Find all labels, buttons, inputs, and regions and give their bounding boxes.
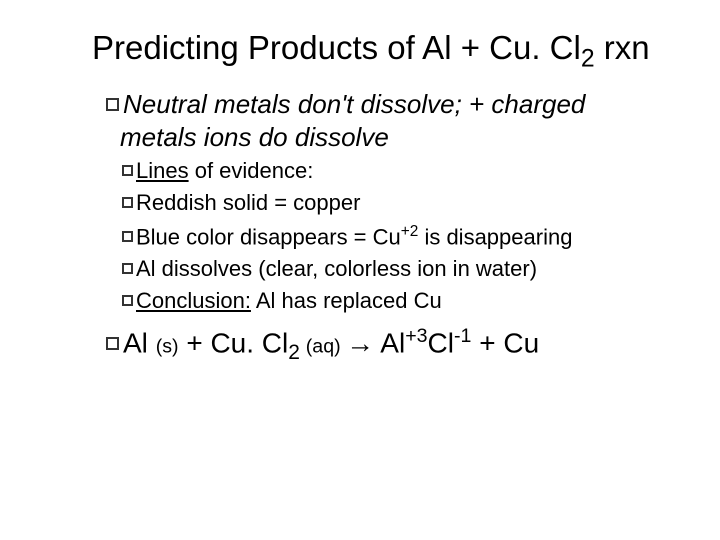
square-bullet-icon xyxy=(106,98,119,111)
bullet-text: Reddish solid = copper xyxy=(136,190,360,215)
bullet-text: of evidence: xyxy=(189,158,314,183)
bullet-level1-neutral: Neutral metals don't dissolve; + charged… xyxy=(106,88,650,153)
eq-state-aq: (aq) xyxy=(306,336,346,358)
eq-state-s: (s) xyxy=(156,336,179,358)
eq-d: + Cu xyxy=(471,328,539,359)
square-bullet-icon xyxy=(122,295,133,306)
title-subscript: 2 xyxy=(581,46,595,73)
bullet-level2-lines-evidence: Lines of evidence: xyxy=(122,157,650,185)
eq-sub2: 2 xyxy=(288,341,306,364)
eq-supn1: -1 xyxy=(454,325,471,347)
slide-content: Predicting Products of Al + Cu. Cl2 rxn … xyxy=(0,0,720,385)
eq-a: Al xyxy=(123,328,156,359)
bullet-text-a: Blue color disappears = Cu xyxy=(136,224,401,249)
bullet-text: Al dissolves (clear, colorless ion in wa… xyxy=(136,256,537,281)
square-bullet-icon xyxy=(106,337,119,350)
bullet-text: Al has replaced Cu xyxy=(251,288,442,313)
eq-arrow: → Al xyxy=(346,328,405,359)
square-bullet-icon xyxy=(122,165,133,176)
title-text-pre: Predicting Products of Al + Cu. Cl xyxy=(92,29,581,66)
eq-sup3: +3 xyxy=(405,325,427,347)
bullet-text-b: is disappearing xyxy=(418,224,572,249)
bullet-level2-conclusion: Conclusion: Al has replaced Cu xyxy=(122,287,650,315)
square-bullet-icon xyxy=(122,231,133,242)
underline-label: Conclusion: xyxy=(136,288,251,313)
bullet-level2-reddish: Reddish solid = copper xyxy=(122,189,650,217)
square-bullet-icon xyxy=(122,263,133,274)
bullet-level2-al-dissolves: Al dissolves (clear, colorless ion in wa… xyxy=(122,255,650,283)
slide-title: Predicting Products of Al + Cu. Cl2 rxn xyxy=(92,28,650,74)
underline-label: Lines xyxy=(136,158,189,183)
superscript: +2 xyxy=(401,223,419,240)
square-bullet-icon xyxy=(122,197,133,208)
eq-c: Cl xyxy=(428,328,454,359)
eq-b: + Cu. Cl xyxy=(179,328,289,359)
bullet-text: Neutral metals don't dissolve; + charged… xyxy=(120,89,585,152)
equation-line: Al (s) + Cu. Cl2 (aq) → Al+3Cl-1 + Cu xyxy=(106,325,650,365)
bullet-level2-blue-color: Blue color disappears = Cu+2 is disappea… xyxy=(122,222,650,251)
title-text-post: rxn xyxy=(595,29,650,66)
